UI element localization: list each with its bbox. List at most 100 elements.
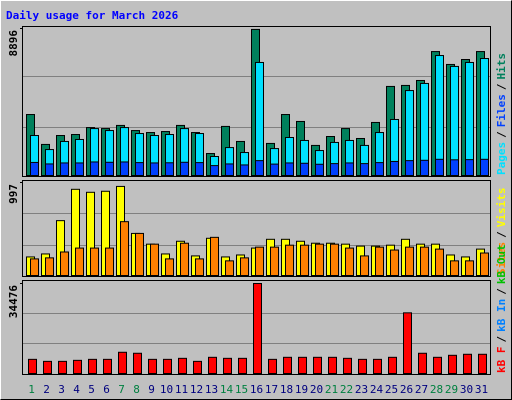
bar bbox=[283, 356, 292, 374]
bar bbox=[313, 356, 322, 374]
bar bbox=[420, 246, 429, 276]
bar bbox=[298, 356, 307, 374]
bar bbox=[375, 246, 384, 276]
bar bbox=[450, 159, 459, 177]
bar bbox=[343, 357, 352, 374]
bar bbox=[195, 162, 204, 177]
bar bbox=[90, 161, 99, 176]
legend: Pages / Files / Hits bbox=[495, 53, 508, 175]
legend-entry: Files bbox=[495, 94, 508, 127]
bar bbox=[300, 162, 309, 177]
x-tick-label: 5 bbox=[88, 383, 95, 396]
x-tick-label: 18 bbox=[280, 383, 293, 396]
bar bbox=[165, 258, 174, 276]
bar bbox=[163, 358, 172, 374]
bar bbox=[450, 260, 459, 277]
y-tick-label: 8896 bbox=[7, 30, 20, 57]
bar bbox=[435, 248, 444, 277]
bar bbox=[480, 158, 489, 176]
bar bbox=[60, 251, 69, 277]
bar bbox=[73, 359, 82, 374]
x-tick-label: 23 bbox=[355, 383, 368, 396]
bar bbox=[225, 163, 234, 176]
bar bbox=[345, 247, 354, 277]
bar bbox=[360, 163, 369, 177]
legend-separator: / bbox=[495, 288, 508, 295]
legend-separator: / bbox=[495, 83, 508, 90]
bar bbox=[105, 161, 114, 177]
bar bbox=[255, 160, 264, 176]
bar bbox=[328, 356, 337, 374]
bar bbox=[223, 357, 232, 374]
bar bbox=[105, 247, 114, 277]
bar bbox=[403, 312, 412, 374]
legend-entry: Pages bbox=[495, 142, 508, 175]
bar bbox=[30, 161, 39, 176]
bar bbox=[255, 61, 264, 176]
bar bbox=[405, 160, 414, 176]
bar bbox=[120, 161, 129, 176]
x-tick-label: 3 bbox=[58, 383, 65, 396]
bar bbox=[330, 243, 339, 276]
bar bbox=[450, 65, 459, 176]
legend-entry: Visits bbox=[495, 188, 508, 228]
x-tick-label: 13 bbox=[205, 383, 218, 396]
bar bbox=[315, 163, 324, 176]
legend-separator: / bbox=[495, 131, 508, 138]
bar bbox=[390, 160, 399, 176]
bar bbox=[463, 353, 472, 374]
x-tick-label: 24 bbox=[370, 383, 384, 396]
bar bbox=[270, 246, 279, 276]
bar bbox=[195, 258, 204, 276]
bar bbox=[45, 163, 54, 176]
legend-entry: kB In bbox=[495, 299, 508, 332]
bar bbox=[180, 242, 189, 276]
legend-separator: / bbox=[495, 231, 508, 238]
bar bbox=[388, 356, 397, 374]
bar bbox=[45, 257, 54, 277]
bar bbox=[165, 162, 174, 177]
x-tick-label: 17 bbox=[265, 383, 278, 396]
x-tick-label: 4 bbox=[73, 383, 80, 396]
bar bbox=[133, 352, 142, 374]
x-tick-label: 10 bbox=[160, 383, 173, 396]
bar bbox=[360, 255, 369, 277]
bar bbox=[465, 61, 474, 176]
x-tick-label: 6 bbox=[103, 383, 110, 396]
bar bbox=[390, 249, 399, 277]
bar bbox=[90, 247, 99, 277]
bar bbox=[465, 159, 474, 176]
bar bbox=[240, 257, 249, 277]
x-tick-label: 2 bbox=[43, 383, 50, 396]
x-tick-label: 25 bbox=[385, 383, 398, 396]
bar bbox=[30, 258, 39, 276]
bar bbox=[345, 162, 354, 176]
x-tick-label: 29 bbox=[445, 383, 458, 396]
x-tick-label: 8 bbox=[133, 383, 140, 396]
bar bbox=[420, 159, 429, 177]
bar bbox=[210, 165, 219, 177]
y-tick-label: 997 bbox=[7, 184, 20, 204]
x-tick-label: 22 bbox=[340, 383, 353, 396]
bar bbox=[315, 243, 324, 276]
legend: kB F / kB In / kB Out bbox=[495, 244, 508, 373]
bar bbox=[418, 352, 427, 374]
bar bbox=[238, 357, 247, 374]
x-tick-label: 31 bbox=[475, 383, 488, 396]
bar bbox=[120, 221, 129, 277]
legend-entry: kB Out bbox=[495, 244, 508, 284]
bar bbox=[75, 162, 84, 176]
bar bbox=[300, 244, 309, 276]
x-tick-label: 26 bbox=[400, 383, 413, 396]
legend-entry: Hits bbox=[495, 53, 508, 80]
bar bbox=[478, 353, 487, 374]
bar bbox=[75, 247, 84, 277]
bar bbox=[255, 246, 264, 276]
bar bbox=[285, 162, 294, 176]
x-tick-label: 27 bbox=[415, 383, 428, 396]
legend-separator: / bbox=[495, 336, 508, 343]
bar bbox=[208, 356, 217, 374]
bar bbox=[435, 158, 444, 176]
bar bbox=[285, 244, 294, 276]
